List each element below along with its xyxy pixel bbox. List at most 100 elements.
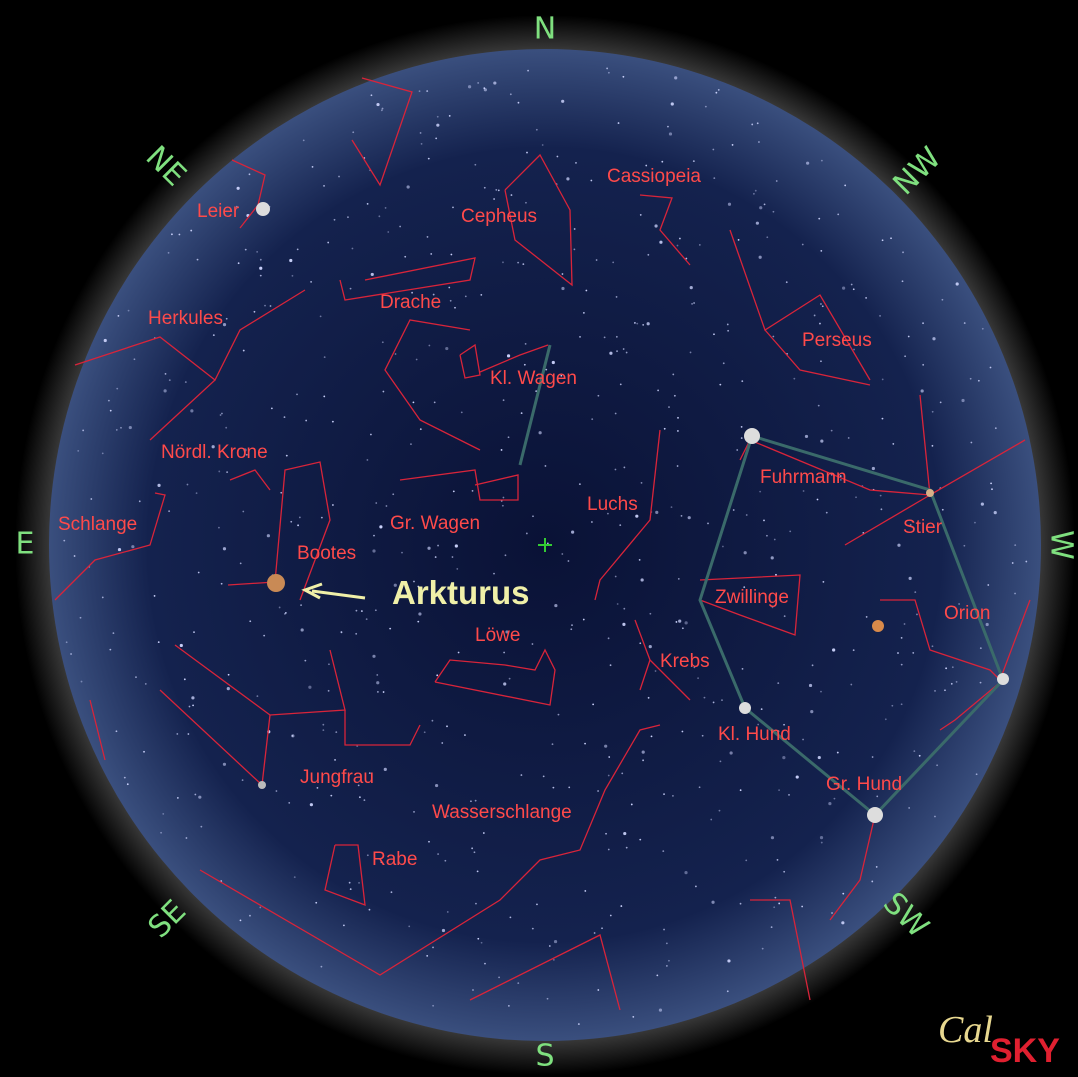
star — [243, 448, 247, 452]
star — [77, 449, 80, 452]
star — [197, 571, 200, 574]
star — [554, 603, 558, 608]
star — [607, 71, 610, 74]
constellation-label: Krebs — [660, 651, 710, 672]
star — [987, 584, 990, 586]
star — [525, 201, 527, 204]
star — [227, 673, 230, 676]
star — [495, 188, 498, 191]
star — [719, 383, 722, 386]
star — [431, 719, 434, 722]
star — [926, 489, 934, 497]
star — [662, 850, 665, 852]
star — [958, 603, 960, 605]
constellation-label: Kl. Wagen — [490, 368, 577, 389]
star — [411, 291, 413, 294]
star — [632, 1015, 635, 1018]
star — [726, 990, 729, 993]
star — [830, 429, 833, 432]
star — [912, 652, 915, 654]
star — [740, 437, 743, 439]
star — [908, 807, 911, 809]
star — [970, 441, 973, 444]
star — [1014, 592, 1016, 595]
constellation-label: Rabe — [372, 849, 417, 870]
star — [259, 266, 263, 270]
star — [904, 355, 907, 358]
star — [761, 947, 764, 950]
star — [655, 510, 659, 514]
star — [638, 559, 641, 561]
star — [695, 885, 697, 888]
star — [278, 606, 281, 609]
star — [376, 674, 379, 676]
star — [225, 426, 228, 429]
star — [721, 545, 724, 548]
star — [363, 799, 366, 802]
star — [419, 132, 422, 134]
star — [673, 394, 676, 397]
star — [360, 610, 363, 612]
star — [672, 794, 674, 797]
star — [622, 75, 625, 78]
star — [319, 315, 322, 318]
star — [584, 742, 586, 745]
star — [373, 534, 375, 537]
star — [196, 258, 199, 261]
star — [811, 664, 814, 667]
star — [120, 426, 122, 429]
star — [73, 555, 76, 557]
star — [839, 475, 842, 477]
star — [426, 236, 429, 238]
star — [535, 128, 538, 131]
star — [597, 790, 599, 792]
star — [157, 641, 160, 644]
star — [772, 210, 775, 213]
star — [483, 87, 486, 90]
star — [571, 530, 575, 534]
star — [577, 1023, 580, 1025]
star — [309, 803, 313, 807]
constellation-label: Drache — [380, 292, 441, 313]
star — [164, 372, 167, 375]
star — [820, 159, 823, 162]
star — [483, 186, 486, 189]
star — [415, 358, 418, 361]
star — [475, 902, 477, 905]
star — [951, 666, 954, 669]
star — [517, 261, 520, 264]
star — [697, 677, 699, 680]
star — [256, 695, 259, 698]
star — [450, 253, 453, 256]
star — [305, 419, 308, 422]
star — [880, 508, 883, 511]
star — [417, 585, 420, 588]
star — [380, 109, 383, 112]
star — [376, 102, 380, 107]
star — [677, 577, 680, 580]
star — [668, 406, 670, 408]
arcturus-star — [267, 574, 285, 592]
star — [651, 176, 654, 179]
star — [304, 659, 307, 662]
star — [703, 696, 706, 699]
constellation-label: Luchs — [587, 494, 638, 515]
star — [842, 286, 846, 290]
star — [195, 492, 198, 495]
star — [493, 198, 496, 200]
star — [979, 681, 982, 684]
star — [670, 506, 673, 509]
constellation-label: Jungfrau — [300, 767, 374, 788]
star — [266, 534, 270, 538]
star — [568, 786, 571, 789]
star — [974, 521, 976, 524]
star — [918, 754, 921, 757]
star — [590, 521, 593, 523]
star — [536, 903, 538, 906]
star — [382, 390, 385, 393]
star — [200, 825, 203, 828]
star — [806, 161, 810, 165]
star — [470, 800, 472, 803]
star — [994, 427, 997, 430]
star — [932, 337, 936, 341]
